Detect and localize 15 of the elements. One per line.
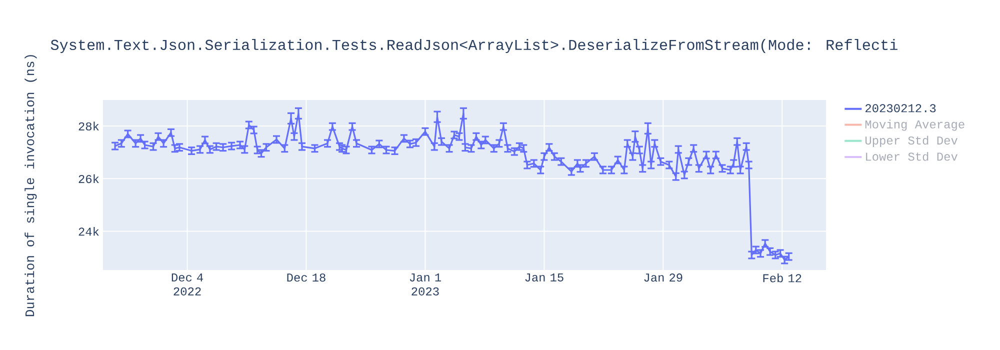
y-tick-label: 24k [78,226,99,236]
x-tick-label: Dec 4 2022 [172,274,203,296]
legend-label: 20230212.3 [866,104,936,112]
x-tick-label: Jan 29 [644,274,682,282]
legend-label: Lower Std Dev [866,152,958,161]
x-tick-label: Jan 1 2023 [410,274,441,296]
y-tick-label: 28k [78,122,99,130]
chart-title: System.Text.Json.Serialization.Tests.ReadJson<ArrayList>.DeserializeFromStream(Mode: Reflecti [50,38,898,54]
y-tick-label: 26k [78,174,99,184]
x-tick-label: Dec 18 [287,274,326,282]
x-tick-label: Jan 15 [525,274,564,282]
legend-label: Moving Average [865,120,964,131]
legend-label: Upper Std Dev [865,136,958,147]
x-tick-label: Feb 12 [763,274,802,282]
y-axis-title: Duration of single invocation (ns) [24,55,37,316]
